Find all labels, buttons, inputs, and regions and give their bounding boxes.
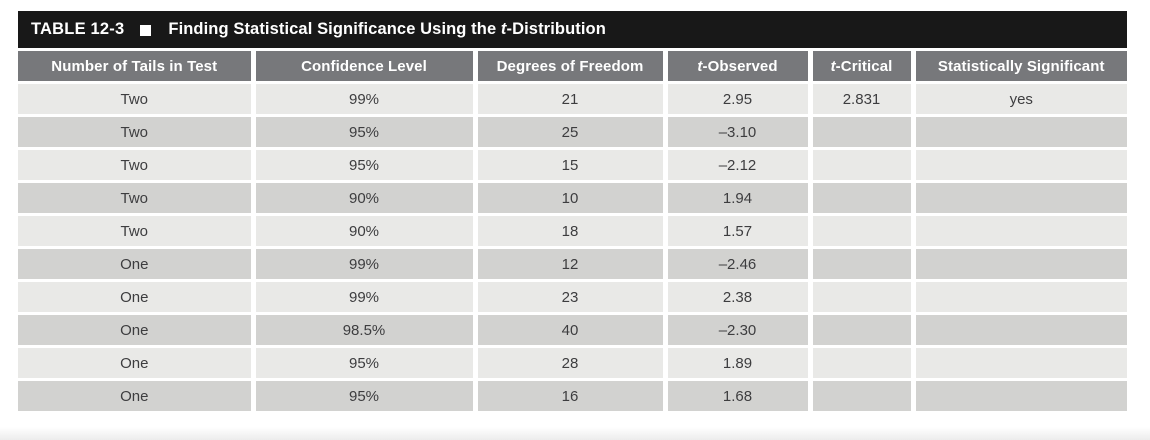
cell-t-observed: –2.46 — [665, 247, 813, 282]
header-text: -Observed — [702, 57, 778, 75]
cell-t-critical — [810, 115, 916, 150]
cell-t-critical — [810, 214, 916, 249]
cell-t-observed: 1.68 — [665, 379, 813, 414]
cell-confidence: 95% — [253, 379, 478, 414]
column-header-confidence: Confidence Level — [253, 51, 478, 84]
cell-significant — [913, 214, 1127, 249]
cell-t-critical — [810, 148, 916, 183]
cell-df: 40 — [475, 313, 668, 348]
table-row: One 98.5% 40 –2.30 — [18, 313, 1127, 348]
cell-t-observed: –3.10 — [665, 115, 813, 150]
cell-df: 28 — [475, 346, 668, 381]
square-bullet-icon — [140, 24, 152, 36]
cell-t-observed: 1.89 — [665, 346, 813, 381]
cell-significant — [913, 148, 1127, 183]
header-row: Number of Tails in Test Confidence Level… — [18, 51, 1127, 84]
cell-t-critical — [810, 181, 916, 216]
page-bottom-edge — [0, 427, 1150, 440]
table-row: Two 90% 10 1.94 — [18, 181, 1127, 216]
cell-t-critical — [810, 280, 916, 315]
cell-df: 25 — [475, 115, 668, 150]
header-text: Number of Tails in Test — [51, 57, 218, 75]
column-header-t-observed: t-Observed — [665, 51, 813, 84]
cell-t-observed: –2.12 — [665, 148, 813, 183]
cell-t-observed: –2.30 — [665, 313, 813, 348]
cell-confidence: 98.5% — [253, 313, 478, 348]
cell-t-observed: 2.95 — [665, 82, 813, 117]
table-row: One 99% 12 –2.46 — [18, 247, 1127, 282]
cell-t-critical — [810, 313, 916, 348]
cell-significant — [913, 181, 1127, 216]
table-number-label: TABLE 12-3 — [31, 20, 125, 38]
cell-confidence: 95% — [253, 346, 478, 381]
cell-t-observed: 2.38 — [665, 280, 813, 315]
header-text: Statistically Significant — [937, 57, 1105, 75]
cell-tails: One — [18, 346, 256, 381]
header-text: Confidence Level — [301, 57, 427, 75]
cell-tails: One — [18, 313, 256, 348]
data-table: Number of Tails in Test Confidence Level… — [18, 51, 1127, 414]
cell-confidence: 99% — [253, 280, 478, 315]
cell-tails: One — [18, 247, 256, 282]
cell-df: 23 — [475, 280, 668, 315]
header-italic: t — [697, 57, 703, 75]
cell-tails: Two — [18, 82, 256, 117]
table-row: One 99% 23 2.38 — [18, 280, 1127, 315]
cell-confidence: 95% — [253, 115, 478, 150]
table-title-pre: Finding Statistical Significance Using t… — [168, 20, 501, 38]
table-row: Two 99% 21 2.95 2.831 yes — [18, 82, 1127, 117]
column-header-significant: Statistically Significant — [913, 51, 1127, 84]
cell-significant — [913, 115, 1127, 150]
cell-df: 18 — [475, 214, 668, 249]
header-text: -Critical — [835, 57, 893, 75]
table-row: One 95% 28 1.89 — [18, 346, 1127, 381]
table-row: Two 95% 25 –3.10 — [18, 115, 1127, 150]
cell-df: 12 — [475, 247, 668, 282]
cell-confidence: 90% — [253, 214, 478, 249]
cell-significant: yes — [913, 82, 1127, 117]
cell-tails: Two — [18, 214, 256, 249]
column-header-df: Degrees of Freedom — [475, 51, 668, 84]
table-row: Two 90% 18 1.57 — [18, 214, 1127, 249]
cell-df: 10 — [475, 181, 668, 216]
cell-confidence: 99% — [253, 247, 478, 282]
cell-df: 21 — [475, 82, 668, 117]
cell-tails: One — [18, 379, 256, 414]
cell-t-observed: 1.94 — [665, 181, 813, 216]
cell-t-critical — [810, 247, 916, 282]
cell-significant — [913, 346, 1127, 381]
header-text: Degrees of Freedom — [496, 57, 644, 75]
cell-significant — [913, 379, 1127, 414]
table-row: Two 95% 15 –2.12 — [18, 148, 1127, 183]
cell-tails: One — [18, 280, 256, 315]
column-header-tails: Number of Tails in Test — [18, 51, 256, 84]
cell-confidence: 90% — [253, 181, 478, 216]
table-body: Two 99% 21 2.95 2.831 yes Two 95% 25 –3.… — [18, 82, 1127, 414]
cell-confidence: 95% — [253, 148, 478, 183]
table-title-post: -Distribution — [506, 20, 606, 38]
cell-t-critical — [810, 346, 916, 381]
cell-df: 16 — [475, 379, 668, 414]
cell-df: 15 — [475, 148, 668, 183]
cell-t-critical — [810, 379, 916, 414]
table-title-bar: TABLE 12-3 Finding Statistical Significa… — [18, 11, 1127, 48]
statistics-table: TABLE 12-3 Finding Statistical Significa… — [18, 11, 1127, 414]
cell-confidence: 99% — [253, 82, 478, 117]
cell-significant — [913, 313, 1127, 348]
table-row: One 95% 16 1.68 — [18, 379, 1127, 414]
cell-tails: Two — [18, 181, 256, 216]
column-header-t-critical: t-Critical — [810, 51, 916, 84]
cell-significant — [913, 247, 1127, 282]
cell-t-observed: 1.57 — [665, 214, 813, 249]
header-italic: t — [830, 57, 836, 75]
table-title: Finding Statistical Significance Using t… — [168, 20, 606, 39]
cell-tails: Two — [18, 115, 256, 150]
cell-t-critical: 2.831 — [810, 82, 916, 117]
cell-tails: Two — [18, 148, 256, 183]
cell-significant — [913, 280, 1127, 315]
table-header: Number of Tails in Test Confidence Level… — [18, 51, 1127, 84]
table-title-italic-t: t — [500, 20, 507, 38]
